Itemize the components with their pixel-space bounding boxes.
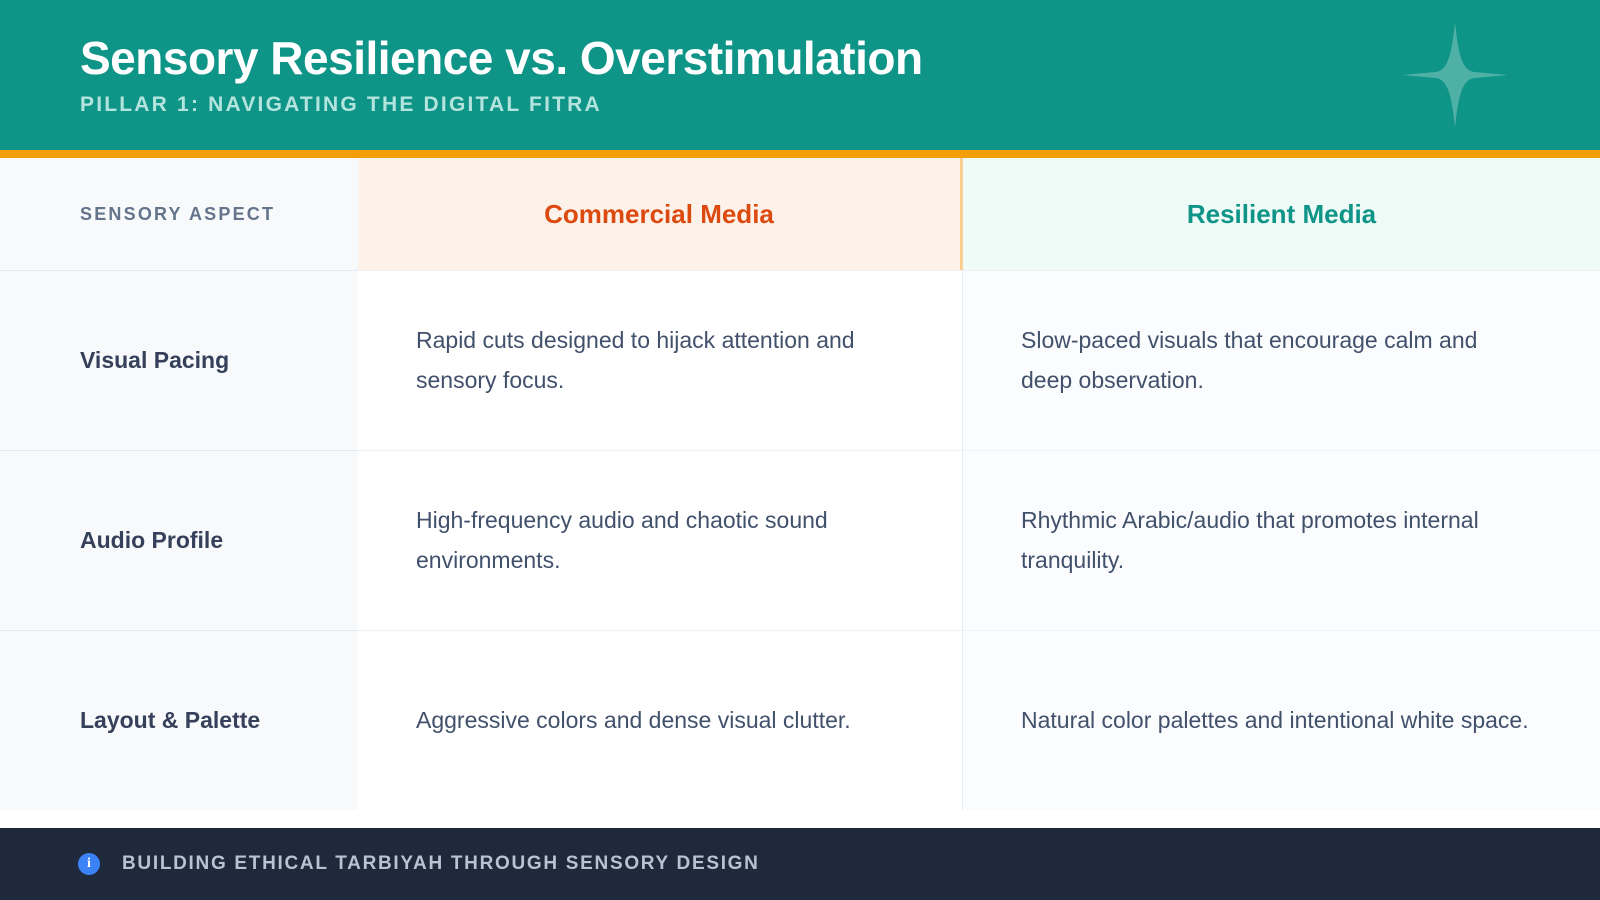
accent-divider-bar <box>0 150 1600 158</box>
table-cell-resilient: Rhythmic Arabic/audio that promotes inte… <box>963 450 1600 630</box>
table-cell-commercial: Rapid cuts designed to hijack attention … <box>358 270 963 450</box>
page-subtitle: PILLAR 1: NAVIGATING THE DIGITAL FITRA <box>80 93 602 117</box>
row-aspect-label: Layout & Palette <box>80 707 261 733</box>
row-aspect-label: Visual Pacing <box>80 347 230 373</box>
column-header-resilient-label: Resilient Media <box>1186 198 1377 229</box>
row-resilient-text: Slow-paced visuals that encourage calm a… <box>1021 326 1478 393</box>
table-row: Visual Pacing Rapid cuts designed to hij… <box>0 270 1600 450</box>
page-title: Sensory Resilience vs. Overstimulation <box>80 31 923 84</box>
row-commercial-text: Aggressive colors and dense visual clutt… <box>416 706 851 733</box>
table-row: Audio Profile High-frequency audio and c… <box>0 450 1600 630</box>
comparison-table: SENSORY ASPECT Commercial Media Resilien… <box>0 158 1600 828</box>
header-text-group: Sensory Resilience vs. Overstimulation P… <box>80 31 1540 117</box>
table-cell-commercial: High-frequency audio and chaotic sound e… <box>358 450 963 630</box>
row-aspect-label: Audio Profile <box>80 527 224 553</box>
table-row: Layout & Palette Aggressive colors and d… <box>0 630 1600 810</box>
table-cell-aspect: Visual Pacing <box>0 270 358 450</box>
info-icon: i <box>78 853 100 875</box>
row-resilient-text: Rhythmic Arabic/audio that promotes inte… <box>1021 506 1479 573</box>
row-commercial-text: Rapid cuts designed to hijack attention … <box>416 326 855 393</box>
column-header-aspect-label: SENSORY ASPECT <box>80 203 276 224</box>
row-commercial-text: High-frequency audio and chaotic sound e… <box>416 506 828 573</box>
table-header-row: SENSORY ASPECT Commercial Media Resilien… <box>0 158 1600 270</box>
footer-caption: BUILDING ETHICAL TARBIYAH THROUGH SENSOR… <box>122 853 760 874</box>
row-resilient-text: Natural color palettes and intentional w… <box>1021 706 1529 733</box>
table-cell-resilient: Natural color palettes and intentional w… <box>963 630 1600 810</box>
column-header-commercial: Commercial Media <box>358 158 963 270</box>
column-header-aspect: SENSORY ASPECT <box>0 158 358 270</box>
column-header-resilient: Resilient Media <box>963 158 1600 270</box>
table-cell-aspect: Audio Profile <box>0 450 358 630</box>
table-cell-commercial: Aggressive colors and dense visual clutt… <box>358 630 963 810</box>
table-cell-aspect: Layout & Palette <box>0 630 358 810</box>
slide-footer: i BUILDING ETHICAL TARBIYAH THROUGH SENS… <box>0 828 1600 900</box>
column-header-commercial-label: Commercial Media <box>544 198 774 229</box>
slide-header: Sensory Resilience vs. Overstimulation P… <box>0 0 1600 150</box>
table-cell-resilient: Slow-paced visuals that encourage calm a… <box>963 270 1600 450</box>
